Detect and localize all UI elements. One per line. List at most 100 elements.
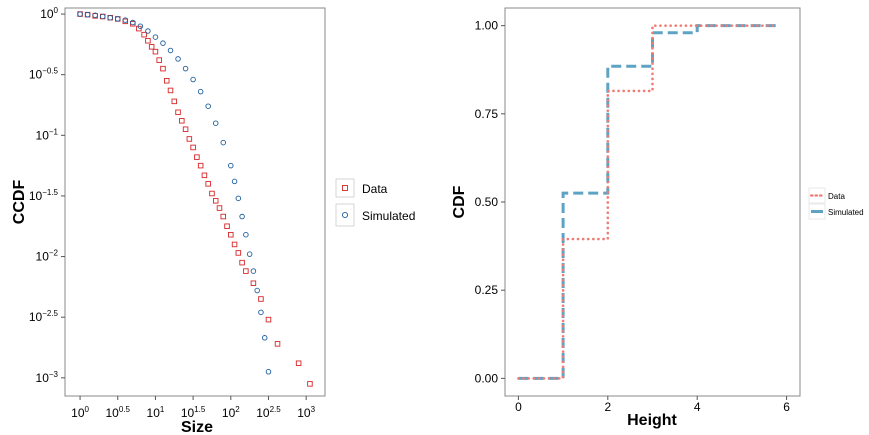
ccdf-plot-panel <box>64 7 326 397</box>
cdf-legend-data-label: Data <box>828 192 845 201</box>
ccdf-point-data <box>250 280 257 286</box>
cdf-chart: 0 2 4 6 0.00 0.25 0.50 0.75 1.00 Height CDF Dat… <box>451 7 864 429</box>
ccdf-point-simulated <box>228 162 234 169</box>
ccdf-point-simulated <box>84 11 91 18</box>
ccdf-point-simulated <box>212 120 219 126</box>
cdf-y-tick-label: 0.75 <box>475 107 499 121</box>
ccdf-point-data <box>163 77 170 84</box>
ccdf-legend-data-marker <box>342 185 348 191</box>
ccdf-point-data <box>148 44 155 50</box>
ccdf-point-simulated <box>235 195 242 202</box>
ccdf-point-data <box>182 126 189 132</box>
ccdf-point-simulated <box>254 287 260 294</box>
ccdf-point-data <box>274 341 281 347</box>
ccdf-point-simulated <box>122 17 129 23</box>
ccdf-x-tick-label: 100 <box>71 405 89 420</box>
ccdf-point-data <box>156 57 162 63</box>
ccdf-point-simulated <box>182 65 189 72</box>
ccdf-y-tick-label: 100 <box>40 6 58 21</box>
ccdf-y-ticks: 100 10−0.5 10−1 10−1.5 10−2 10−2.5 10−3 <box>29 6 65 385</box>
ccdf-point-simulated <box>167 47 174 54</box>
ccdf-point-simulated <box>77 11 83 17</box>
ccdf-point-simulated <box>190 76 196 83</box>
ccdf-point-data <box>209 190 215 197</box>
ccdf-point-data <box>295 360 302 367</box>
ccdf-legend-key-data <box>335 178 355 198</box>
cdf-x-tick-label: 2 <box>604 400 611 414</box>
cdf-legend: Data Simulated <box>808 187 864 220</box>
ccdf-y-tick-label: 10−3 <box>36 370 59 385</box>
ccdf-point-simulated <box>115 16 121 22</box>
ccdf-y-tick-label: 10−1 <box>36 127 59 142</box>
ccdf-point-simulated <box>243 231 249 238</box>
ccdf-legend-data-label: Data <box>362 182 388 196</box>
ccdf-point-simulated <box>130 19 136 26</box>
ccdf-point-data <box>235 250 242 256</box>
ccdf-point-simulated <box>175 56 181 62</box>
ccdf-point-data <box>307 381 313 387</box>
ccdf-point-data <box>228 231 234 238</box>
ccdf-point-simulated <box>239 213 245 220</box>
ccdf-x-ticks: 100 100.5 101 101.5 102 102.5 103 <box>71 396 316 420</box>
ccdf-point-data <box>224 223 230 229</box>
ccdf-point-data <box>190 144 196 151</box>
cdf-x-axis-title: Height <box>627 412 677 429</box>
ccdf-x-axis-title: Size <box>181 419 213 435</box>
ccdf-chart: 100 100.5 101 101.5 102 102.5 103 100 10−0.5 10−… <box>11 6 415 435</box>
cdf-y-ticks: 0.00 0.25 0.50 0.75 1.00 <box>475 19 505 385</box>
ccdf-point-data <box>167 87 174 94</box>
ccdf-legend-simulated-marker <box>341 211 349 219</box>
ccdf-x-tick-label: 100.5 <box>106 405 131 420</box>
ccdf-legend: Data Simulated <box>335 178 415 227</box>
ccdf-point-data <box>201 172 208 179</box>
ccdf-point-data <box>243 268 249 274</box>
ccdf-point-data <box>258 296 264 302</box>
cdf-plot-panel <box>504 7 801 397</box>
cdf-x-ticks: 0 2 4 6 <box>515 396 790 414</box>
cdf-y-tick-label: 0.25 <box>475 283 499 297</box>
ccdf-point-simulated <box>160 40 166 46</box>
ccdf-point-simulated <box>92 12 98 19</box>
cdf-y-tick-label: 0.50 <box>475 195 499 209</box>
ccdf-point-simulated <box>231 178 238 185</box>
cdf-legend-simulated-label: Simulated <box>828 208 864 217</box>
ccdf-point-data <box>220 213 227 220</box>
ccdf-point-simulated <box>258 309 264 316</box>
ccdf-point-simulated <box>261 335 268 341</box>
ccdf-y-tick-label: 10−2 <box>36 249 59 264</box>
ccdf-point-data <box>179 118 185 124</box>
ccdf-x-tick-label: 103 <box>297 405 315 420</box>
ccdf-point-data <box>194 154 200 160</box>
cdf-y-axis-title: CDF <box>451 185 468 218</box>
cdf-y-tick-label: 0.00 <box>475 371 499 385</box>
cdf-x-tick-label: 6 <box>783 400 790 414</box>
ccdf-point-simulated <box>265 369 272 375</box>
ccdf-point-simulated <box>205 103 211 109</box>
ccdf-point-data <box>216 205 223 211</box>
ccdf-series-simulated <box>77 11 272 375</box>
ccdf-point-data <box>186 136 193 142</box>
ccdf-x-tick-label: 102.5 <box>256 405 281 420</box>
ccdf-point-data <box>160 65 166 72</box>
ccdf-point-simulated <box>99 13 106 20</box>
ccdf-point-data <box>239 259 245 266</box>
ccdf-point-data <box>175 109 181 116</box>
ccdf-point-simulated <box>197 88 204 95</box>
ccdf-point-data <box>205 181 211 187</box>
ccdf-legend-simulated-label: Simulated <box>362 209 415 223</box>
ccdf-legend-key-simulated <box>335 203 355 227</box>
ccdf-point-simulated <box>107 14 113 21</box>
ccdf-point-simulated <box>246 251 253 257</box>
ccdf-point-data <box>231 241 238 248</box>
ccdf-point-data <box>171 98 178 105</box>
ccdf-x-tick-label: 101 <box>147 405 165 420</box>
ccdf-y-tick-label: 10−2.5 <box>29 309 59 324</box>
ccdf-point-simulated <box>145 28 151 34</box>
ccdf-point-data <box>145 37 151 44</box>
cdf-x-tick-label: 0 <box>515 400 522 414</box>
cdf-marks <box>517 24 779 380</box>
ccdf-y-axis-title: CCDF <box>11 180 28 225</box>
ccdf-point-simulated <box>250 268 257 274</box>
ccdf-point-data <box>212 198 219 204</box>
